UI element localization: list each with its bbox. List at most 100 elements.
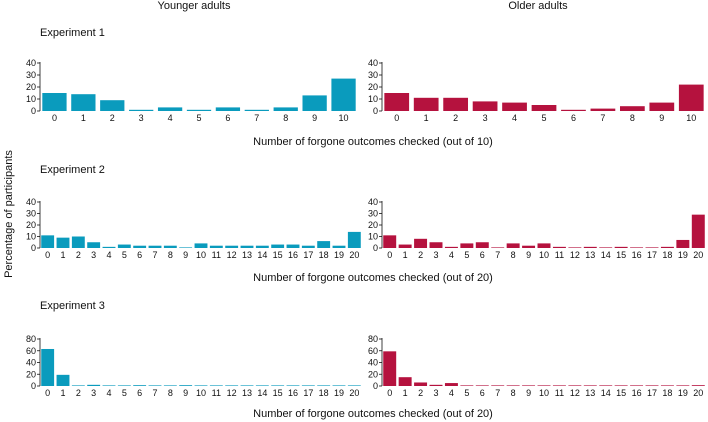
exp3-old-x-tick-label: 18: [662, 388, 672, 398]
exp1-old-bar-5: [531, 105, 557, 111]
exp3-old-x-tick-label: 11: [555, 388, 564, 398]
exp2-old-y-tick-label: 10: [368, 232, 378, 242]
exp2-old-x-tick-label: 9: [526, 250, 531, 260]
exp2-old-x-tick-label: 12: [570, 250, 580, 260]
exp2-old-bar-13: [583, 246, 597, 248]
exp3-young-bar-12: [225, 385, 239, 386]
exp2-young-y-tick-label: 10: [26, 232, 36, 242]
exp3-old-x-tick-label: 15: [616, 388, 626, 398]
exp2-young-x-tick-label: 9: [183, 250, 188, 260]
exp3-young-x-tick-label: 0: [45, 388, 50, 398]
exp1-young-bar-2: [100, 100, 125, 111]
exp2-old-bar-8: [506, 243, 520, 248]
exp3-old-bar-14: [599, 385, 613, 386]
exp3-young-x-tick-label: 11: [212, 388, 221, 398]
exp2-young-bar-8: [163, 245, 177, 248]
exp2-old-bar-19: [676, 239, 690, 248]
exp1-old-bar-7: [590, 108, 616, 111]
exp2-old-bar-6: [475, 242, 489, 248]
exp1-young-bar-3: [129, 109, 154, 111]
exp2-young-bar-12: [225, 245, 239, 248]
exp2-old-y-tick-label: 0: [373, 243, 378, 253]
exp3-young-bar-14: [255, 385, 269, 386]
exp1-young-panel: 0 10 20 30 40 0 1 2 3 4 5 6 7 8 9 10: [26, 58, 356, 123]
exp2-old-bar-4: [444, 246, 458, 248]
exp3-old-x-tick-label: 12: [570, 388, 580, 398]
exp3-old-y-tick-label: 20: [368, 369, 378, 379]
exp3-old-bar-0: [383, 351, 397, 386]
exp1-old-bar-6: [561, 109, 586, 111]
exp2-old-bar-10: [537, 243, 551, 248]
exp1-old-x-tick-label: 8: [630, 113, 635, 123]
exp2-young-x-tick-label: 11: [212, 250, 221, 260]
exp1-young-bar-7: [244, 109, 269, 111]
exp3-old-bar-18: [660, 385, 674, 386]
exp2-young-x-tick-label: 2: [76, 250, 81, 260]
exp2-young-x-tick-label: 3: [91, 250, 96, 260]
exp3-old-x-tick-label: 20: [693, 388, 703, 398]
exp3-young-x-tick-label: 14: [257, 388, 267, 398]
exp3-old-bar-11: [552, 385, 566, 386]
exp3-young-bar-15: [271, 385, 285, 386]
exp2-old-x-tick-label: 15: [616, 250, 626, 260]
exp2-young-x-tick-label: 6: [137, 250, 142, 260]
exp1-old-x-tick-label: 6: [571, 113, 576, 123]
exp2-young-y-tick-label: 40: [26, 197, 36, 207]
exp2-young-bar-18: [317, 241, 331, 248]
exp3-young-bar-6: [133, 385, 147, 386]
exp3-young-x-tick-label: 6: [137, 388, 142, 398]
exp2-old-x-tick-label: 13: [585, 250, 595, 260]
exp2-old-bar-7: [491, 247, 505, 248]
exp3-old-x-tick-label: 19: [678, 388, 688, 398]
exp3-old-x-tick-label: 4: [449, 388, 454, 398]
exp2-young-x-tick-label: 19: [334, 250, 344, 260]
exp2-young-y-tick-label: 20: [26, 220, 36, 230]
exp2-young-bar-6: [133, 245, 147, 248]
exp2-old-y-tick-label: 40: [368, 197, 378, 207]
experiment-2-x-axis-label: Number of forgone outcomes checked (out …: [253, 272, 493, 284]
exp1-young-y-tick-label: 20: [26, 82, 36, 92]
exp3-old-x-tick-label: 9: [526, 388, 531, 398]
exp1-young-bar-0: [42, 93, 67, 111]
exp2-young-bar-1: [56, 237, 70, 248]
exp2-old-x-tick-label: 6: [480, 250, 485, 260]
exp2-old-bar-5: [460, 243, 474, 248]
exp2-old-bar-17: [645, 247, 659, 248]
exp1-young-bar-9: [302, 95, 327, 111]
exp3-old-bar-7: [491, 385, 505, 386]
exp1-old-x-tick-label: 7: [600, 113, 605, 123]
exp2-young-y-tick-label: 0: [31, 243, 36, 253]
exp3-young-x-tick-label: 3: [91, 388, 96, 398]
exp3-young-bar-17: [301, 385, 315, 386]
exp3-young-x-tick-label: 16: [288, 388, 298, 398]
experiment-2-title: Experiment 2: [40, 164, 105, 176]
exp3-old-x-tick-label: 10: [539, 388, 549, 398]
exp1-young-x-tick-label: 3: [139, 113, 144, 123]
exp3-young-bar-16: [286, 385, 300, 386]
y-axis-label: Percentage of participants: [3, 150, 15, 278]
experiment-1-x-axis-label: Number of forgone outcomes checked (out …: [253, 136, 493, 148]
exp2-old-bar-0: [383, 235, 397, 248]
exp1-old-bar-0: [384, 93, 410, 111]
experiment-3-x-axis-label: Number of forgone outcomes checked (out …: [253, 408, 493, 420]
exp2-old-x-tick-label: 3: [433, 250, 438, 260]
exp3-old-x-tick-label: 8: [511, 388, 516, 398]
exp1-old-bar-8: [619, 106, 645, 111]
exp2-young-bar-2: [71, 236, 85, 248]
exp3-young-x-tick-label: 5: [122, 388, 127, 398]
exp1-young-x-tick-label: 1: [81, 113, 86, 123]
exp2-young-x-tick-label: 8: [168, 250, 173, 260]
exp2-young-x-tick-label: 15: [273, 250, 283, 260]
exp2-old-bar-1: [398, 244, 412, 248]
exp3-old-bar-5: [460, 385, 474, 386]
exp2-old-x-tick-label: 18: [662, 250, 672, 260]
exp2-old-bar-3: [429, 242, 443, 248]
exp3-old-y-tick-label: 0: [373, 381, 378, 391]
exp3-young-bar-18: [317, 385, 331, 386]
experiment-1-title: Experiment 1: [40, 27, 105, 39]
exp3-old-bar-4: [444, 383, 458, 386]
exp2-young-x-tick-label: 20: [349, 250, 359, 260]
exp2-old-bar-20: [691, 214, 705, 248]
exp2-old-bar-18: [660, 246, 674, 248]
